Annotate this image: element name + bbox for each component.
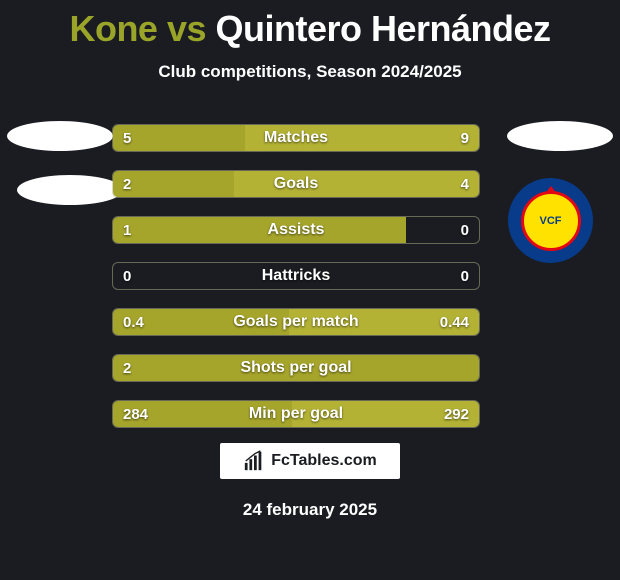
comparison-date: 24 february 2025: [0, 500, 620, 520]
site-logo: FcTables.com: [220, 443, 400, 479]
stat-bar-left: [113, 217, 406, 243]
site-name: FcTables.com: [271, 452, 377, 470]
player2-club-badge: VCF: [508, 178, 593, 263]
stat-row: Hattricks00: [112, 262, 480, 290]
stat-bar-right: [292, 401, 479, 427]
stat-row: Assists10: [112, 216, 480, 244]
player1-badge-placeholder-1: [7, 121, 113, 151]
player1-badge-placeholder-2: [17, 175, 123, 205]
stat-row: Min per goal284292: [112, 400, 480, 428]
stat-bar-right: [234, 171, 479, 197]
stat-bar-gap: [406, 217, 479, 243]
stat-row: Shots per goal2: [112, 354, 480, 382]
stat-bar-left: [113, 125, 245, 151]
chart-icon: [243, 450, 265, 472]
stat-row: Goals per match0.40.44: [112, 308, 480, 336]
villarreal-logo: VCF: [521, 191, 581, 251]
vs-text: vs: [157, 8, 215, 49]
subtitle: Club competitions, Season 2024/2025: [0, 62, 620, 82]
stat-bar-gap: [113, 263, 479, 289]
comparison-title: Kone vs Quintero Hernández: [0, 0, 620, 50]
stat-bar-right: [245, 125, 479, 151]
stat-bar-left: [113, 401, 292, 427]
stat-bar-right: [289, 309, 479, 335]
club-abbrev: VCF: [540, 215, 562, 227]
player1-name: Kone: [69, 8, 157, 49]
player2-badge-placeholder-1: [507, 121, 613, 151]
stat-row: Matches59: [112, 124, 480, 152]
player2-name: Quintero Hernández: [216, 8, 551, 49]
stat-bar-left: [113, 309, 289, 335]
stats-bars: Matches59 Goals24 Assists10 Hattricks00 Goal…: [112, 124, 480, 446]
stat-row: Goals24: [112, 170, 480, 198]
stat-bar-left: [113, 355, 479, 381]
stat-bar-left: [113, 171, 234, 197]
